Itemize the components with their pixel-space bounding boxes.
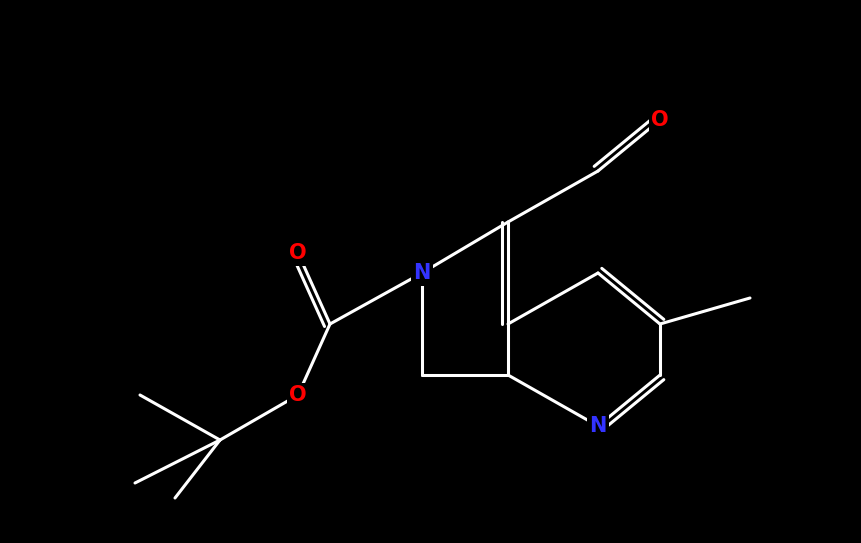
Text: O: O xyxy=(289,243,307,263)
Text: O: O xyxy=(289,385,307,405)
Text: N: N xyxy=(413,263,430,283)
Text: N: N xyxy=(589,416,607,436)
Text: O: O xyxy=(651,110,669,130)
